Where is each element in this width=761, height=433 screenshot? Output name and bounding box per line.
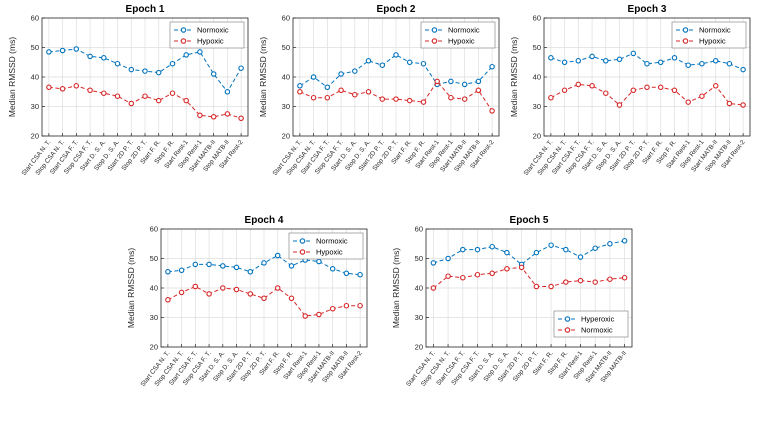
svg-text:60: 60 (31, 14, 39, 23)
svg-text:50: 50 (533, 43, 541, 52)
svg-text:Hypoxic: Hypoxic (316, 248, 343, 257)
svg-text:30: 30 (414, 313, 422, 322)
svg-text:50: 50 (282, 43, 290, 52)
svg-text:Normoxic: Normoxic (448, 26, 480, 35)
svg-text:40: 40 (282, 73, 290, 82)
svg-text:40: 40 (533, 73, 541, 82)
svg-text:20: 20 (414, 343, 422, 352)
svg-text:30: 30 (282, 102, 290, 111)
svg-text:60: 60 (149, 225, 157, 234)
svg-text:Median RMSSD (ms): Median RMSSD (ms) (7, 37, 17, 117)
svg-text:60: 60 (282, 14, 290, 23)
svg-text:Hypoxic: Hypoxic (448, 37, 475, 46)
svg-text:Hypoxic: Hypoxic (699, 37, 726, 46)
svg-text:Epoch 4: Epoch 4 (244, 215, 283, 226)
svg-text:Hypoxic: Hypoxic (197, 37, 224, 46)
svg-text:50: 50 (414, 254, 422, 263)
svg-text:20: 20 (282, 132, 290, 141)
svg-text:Normoxic: Normoxic (316, 237, 348, 246)
svg-text:20: 20 (31, 132, 39, 141)
svg-text:30: 30 (533, 102, 541, 111)
svg-text:20: 20 (533, 132, 541, 141)
svg-text:Median RMSSD (ms): Median RMSSD (ms) (126, 248, 136, 328)
svg-text:50: 50 (149, 254, 157, 263)
epoch-3-chart: 20 30 40 50 60 Start CSA N. T. Stop CSA N. T. S… (508, 2, 755, 207)
svg-text:Epoch 5: Epoch 5 (509, 215, 548, 226)
svg-text:30: 30 (149, 313, 157, 322)
svg-text:Normoxic: Normoxic (197, 26, 229, 35)
svg-text:Median RMSSD (ms): Median RMSSD (ms) (258, 37, 268, 117)
epoch-2-chart: 20 30 40 50 60 Start CSA N. T. Stop CSA N. T. S… (257, 2, 504, 207)
epoch-1-chart: 20 30 40 50 60 Start CSA N. T. Stop CSA N. T. S… (6, 2, 253, 207)
svg-text:Epoch 1: Epoch 1 (126, 4, 165, 15)
svg-text:30: 30 (31, 102, 39, 111)
svg-text:Epoch 2: Epoch 2 (377, 4, 416, 15)
svg-text:40: 40 (31, 73, 39, 82)
svg-text:50: 50 (31, 43, 39, 52)
svg-text:60: 60 (414, 225, 422, 234)
svg-text:Normoxic: Normoxic (699, 26, 731, 35)
bottom-chart-row: 20 30 40 50 60 Start CSA N. T. Stop CSA N. T. S… (0, 213, 761, 418)
svg-text:20: 20 (149, 343, 157, 352)
epoch-5-chart: 20 30 40 50 60 Start CSA N. T. Stop CSA N. T. S… (390, 213, 637, 418)
svg-text:Hyperoxic: Hyperoxic (581, 315, 615, 324)
svg-text:Epoch 3: Epoch 3 (628, 4, 667, 15)
epoch-4-chart: 20 30 40 50 60 Start CSA N. T. Stop CSA N. T. S… (125, 213, 372, 418)
svg-text:40: 40 (149, 284, 157, 293)
svg-text:40: 40 (414, 284, 422, 293)
top-chart-row: 20 30 40 50 60 Start CSA N. T. Stop CSA N. T. S… (0, 2, 761, 207)
svg-text:Median RMSSD (ms): Median RMSSD (ms) (509, 37, 519, 117)
svg-text:Median RMSSD (ms): Median RMSSD (ms) (391, 248, 401, 328)
svg-text:Normoxic: Normoxic (581, 326, 613, 335)
svg-text:60: 60 (533, 14, 541, 23)
